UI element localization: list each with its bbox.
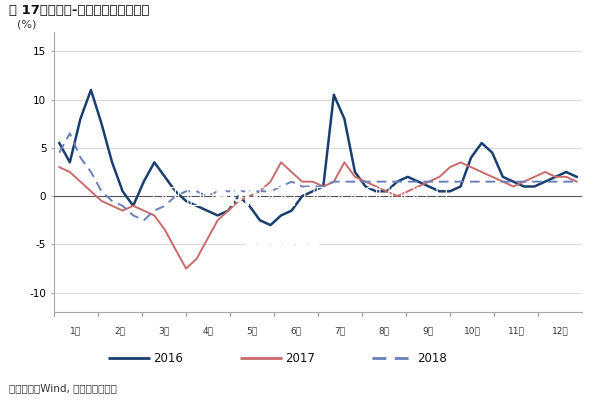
Text: 10月: 10月	[464, 326, 481, 336]
Text: 5月: 5月	[247, 326, 257, 336]
Text: 9月: 9月	[422, 326, 434, 336]
Text: 6月: 6月	[290, 326, 302, 336]
Text: 12月: 12月	[551, 326, 568, 336]
Text: 2018: 2018	[417, 352, 447, 364]
Text: 资料来源：Wind, 长江证券研究所: 资料来源：Wind, 长江证券研究所	[9, 383, 117, 393]
Text: 11月: 11月	[508, 326, 524, 336]
Text: 4月: 4月	[203, 326, 214, 336]
Text: 杠杆炒股的app合法吗 国内商品期货夜盘收盘 焦: 杠杆炒股的app合法吗 国内商品期货夜盘收盘 焦	[152, 186, 448, 206]
Text: 3月: 3月	[158, 326, 170, 336]
Text: 煤、焦炭跌超2%: 煤、焦炭跌超2%	[245, 225, 355, 245]
Text: 8月: 8月	[379, 326, 389, 336]
Text: 图 17：商务部-蔬菜价格周环比涨幅: 图 17：商务部-蔬菜价格周环比涨幅	[9, 4, 149, 16]
Text: 2016: 2016	[153, 352, 183, 364]
Text: 1月: 1月	[70, 326, 82, 336]
Text: (%): (%)	[17, 19, 37, 29]
Text: 2月: 2月	[115, 326, 125, 336]
Text: 2017: 2017	[285, 352, 315, 364]
Text: 7月: 7月	[334, 326, 346, 336]
